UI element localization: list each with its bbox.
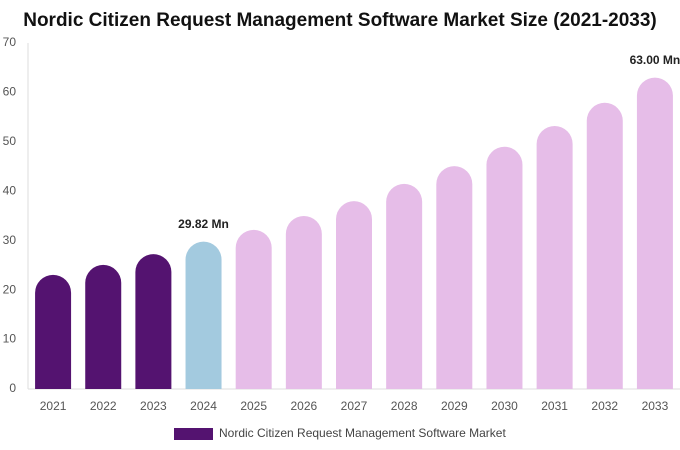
bar [586, 102, 623, 390]
y-tick-label: 60 [3, 85, 17, 99]
bar [85, 264, 122, 389]
x-tick-label: 2028 [391, 399, 418, 413]
bar [336, 201, 372, 389]
x-tick-label: 2032 [591, 399, 618, 413]
x-tick-label: 2022 [90, 399, 117, 413]
x-tick-label: 2033 [642, 399, 669, 413]
bar [185, 241, 222, 389]
x-tick-label: 2026 [290, 399, 317, 413]
chart-title: Nordic Citizen Request Management Softwa… [23, 10, 657, 31]
bar [536, 126, 573, 390]
y-tick-label: 70 [3, 35, 17, 49]
bar [285, 216, 322, 389]
bar [235, 229, 272, 389]
x-tick-label: 2027 [341, 399, 368, 413]
x-tick-label: 2025 [240, 399, 267, 413]
bar [486, 146, 523, 389]
bar [135, 254, 172, 389]
bar [436, 166, 473, 389]
y-tick-label: 10 [3, 332, 17, 346]
bar [35, 274, 72, 389]
x-tick-label: 2023 [140, 399, 167, 413]
legend-label: Nordic Citizen Request Management Softwa… [219, 426, 506, 440]
x-tick-label: 2021 [40, 399, 67, 413]
x-tick-label: 2030 [491, 399, 518, 413]
x-tick-label: 2029 [441, 399, 468, 413]
y-tick-label: 0 [9, 381, 16, 395]
x-tick-label: 2024 [190, 399, 217, 413]
legend-swatch [174, 428, 213, 440]
data-label: 29.82 Mn [178, 217, 229, 231]
bar [636, 77, 673, 389]
data-label: 63.00 Mn [630, 53, 680, 67]
y-tick-label: 20 [3, 282, 17, 296]
y-tick-label: 50 [3, 134, 17, 148]
y-tick-label: 30 [3, 233, 17, 247]
y-tick-label: 40 [3, 183, 17, 197]
bar [386, 183, 423, 389]
x-tick-label: 2031 [541, 399, 568, 413]
